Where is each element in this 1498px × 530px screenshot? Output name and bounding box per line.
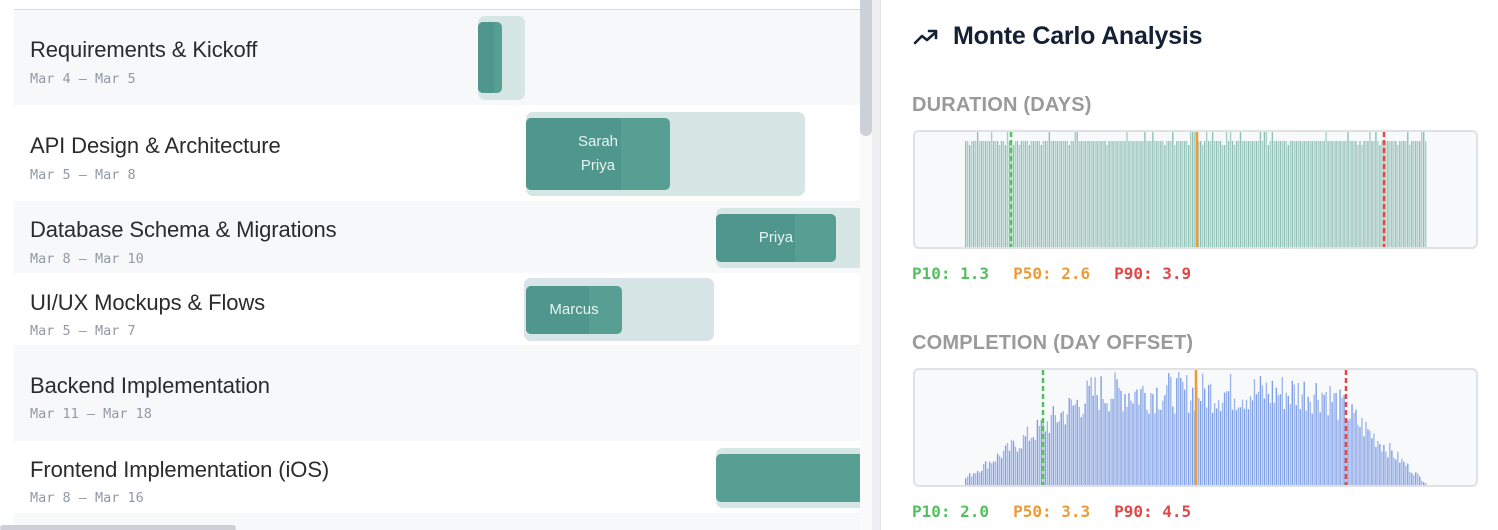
completion-p90: P90: 4.5 [1114, 502, 1192, 521]
task-bar[interactable] [716, 454, 860, 502]
task-bar[interactable]: Marcus [526, 286, 622, 334]
task-dates: Mar 8 — Mar 10 [30, 251, 144, 267]
completion-histogram-bars [965, 370, 1427, 485]
duration-label: DURATION (DAYS) [912, 94, 1092, 116]
gantt-row[interactable]: Database Schema & Migrations Mar 8 — Mar… [14, 201, 860, 273]
completion-p10: P10: 2.0 [912, 502, 990, 521]
task-bar-track[interactable] [716, 448, 860, 508]
duration-p90: P90: 3.9 [1114, 264, 1192, 283]
task-bar[interactable]: Sarah Priya [526, 118, 670, 190]
gantt-row[interactable]: Backend Implementation Mar 11 — Mar 18 [14, 345, 860, 441]
task-bar[interactable] [478, 22, 502, 93]
duration-p10: P10: 1.3 [912, 264, 990, 283]
task-bar-track[interactable]: Sarah Priya [526, 112, 805, 196]
panel-resize-handle[interactable] [872, 0, 881, 530]
task-dates: Mar 5 — Mar 7 [30, 323, 136, 339]
panel-title: Monte Carlo Analysis [953, 22, 1203, 50]
task-assignees: Priya [758, 229, 794, 246]
task-progress [716, 214, 795, 262]
task-title: Database Schema & Migrations [30, 217, 337, 242]
task-progress [526, 286, 589, 334]
gantt-row[interactable]: API Design & Architecture Mar 5 — Mar 8 … [14, 105, 860, 201]
task-dates: Mar 8 — Mar 16 [30, 490, 144, 506]
task-title: Frontend Implementation (iOS) [30, 457, 330, 482]
trending-up-icon [913, 29, 938, 44]
completion-stats: P10: 2.0 P50: 3.3 P90: 4.5 [912, 502, 1191, 521]
duration-histogram-bars [965, 132, 1427, 247]
duration-p50: P50: 2.6 [1013, 264, 1091, 283]
task-dates: Mar 4 — Mar 5 [30, 71, 136, 87]
gantt-chart: Requirements & Kickoff Mar 4 — Mar 5 API… [0, 9, 860, 530]
gantt-top-border [14, 9, 860, 10]
duration-histogram [913, 130, 1478, 249]
completion-label: COMPLETION (DAY OFFSET) [912, 332, 1194, 354]
task-title: API Design & Architecture [30, 133, 281, 158]
task-dates: Mar 5 — Mar 8 [30, 167, 136, 183]
completion-histogram [913, 368, 1478, 487]
task-bar-track[interactable]: Priya [716, 208, 860, 268]
task-assignees: Sarah Priya [577, 133, 619, 174]
completion-p50: P50: 3.3 [1013, 502, 1091, 521]
panel-header: Monte Carlo Analysis [913, 22, 1202, 51]
duration-stats: P10: 1.3 P50: 2.6 P90: 3.9 [912, 264, 1191, 283]
task-assignees: Marcus [549, 301, 599, 318]
task-bar-track[interactable] [478, 16, 525, 100]
task-progress [526, 118, 621, 190]
task-title: Requirements & Kickoff [30, 37, 258, 62]
gantt-row[interactable]: UI/UX Mockups & Flows Mar 5 — Mar 7 Marc… [14, 273, 860, 345]
monte-carlo-panel: Monte Carlo Analysis DURATION (DAYS) P10… [881, 0, 1498, 530]
task-bar[interactable]: Priya [716, 214, 836, 262]
task-progress [478, 22, 494, 93]
horizontal-scrollbar[interactable] [0, 525, 236, 530]
task-title: Backend Implementation [30, 373, 270, 398]
task-dates: Mar 11 — Mar 18 [30, 406, 152, 422]
gantt-row[interactable]: Requirements & Kickoff Mar 4 — Mar 5 [14, 10, 860, 105]
gantt-row[interactable]: Frontend Implementation (iOS) Mar 8 — Ma… [14, 441, 860, 513]
task-bar-track[interactable]: Marcus [524, 278, 714, 341]
vertical-scrollbar[interactable] [860, 0, 872, 136]
task-title: UI/UX Mockups & Flows [30, 290, 266, 315]
